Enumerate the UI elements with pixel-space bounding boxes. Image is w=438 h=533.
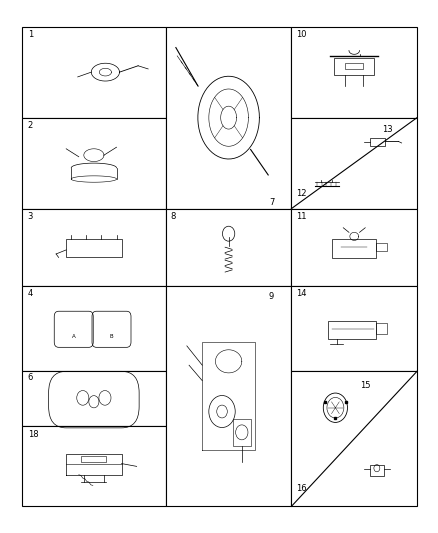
Bar xyxy=(291,118,416,208)
Text: 8: 8 xyxy=(170,212,176,221)
Bar xyxy=(166,27,291,208)
Bar xyxy=(327,321,375,339)
Bar xyxy=(291,27,416,118)
Text: 12: 12 xyxy=(296,189,306,198)
Bar xyxy=(233,419,250,446)
Bar xyxy=(291,372,416,506)
Text: 4: 4 xyxy=(28,289,33,298)
Bar xyxy=(166,286,291,506)
Bar xyxy=(345,62,362,69)
Bar xyxy=(81,456,106,462)
Bar xyxy=(22,426,166,506)
Bar xyxy=(332,239,375,258)
Bar xyxy=(375,324,386,334)
Bar xyxy=(22,27,166,118)
Text: 6: 6 xyxy=(28,374,33,383)
Bar xyxy=(22,372,166,426)
Text: 14: 14 xyxy=(296,289,306,298)
Text: 18: 18 xyxy=(28,430,38,439)
Bar xyxy=(291,286,416,372)
Text: 2: 2 xyxy=(28,122,33,130)
Bar xyxy=(22,118,166,208)
Text: 16: 16 xyxy=(296,484,306,493)
Text: 7: 7 xyxy=(268,198,274,207)
Bar xyxy=(22,208,166,286)
Bar xyxy=(291,208,416,286)
Bar xyxy=(334,58,373,75)
Text: 1: 1 xyxy=(28,30,33,39)
Text: A: A xyxy=(72,334,75,339)
Bar xyxy=(375,243,386,251)
Bar xyxy=(369,138,384,146)
Text: B: B xyxy=(110,334,113,339)
Bar xyxy=(66,239,121,257)
Text: 11: 11 xyxy=(296,212,306,221)
Text: 3: 3 xyxy=(28,212,33,221)
Text: 15: 15 xyxy=(360,381,370,390)
Bar xyxy=(369,465,383,477)
Text: 9: 9 xyxy=(268,293,273,302)
Bar xyxy=(166,208,291,286)
Text: 13: 13 xyxy=(381,125,392,134)
Text: 10: 10 xyxy=(296,30,306,39)
Bar xyxy=(22,286,166,372)
